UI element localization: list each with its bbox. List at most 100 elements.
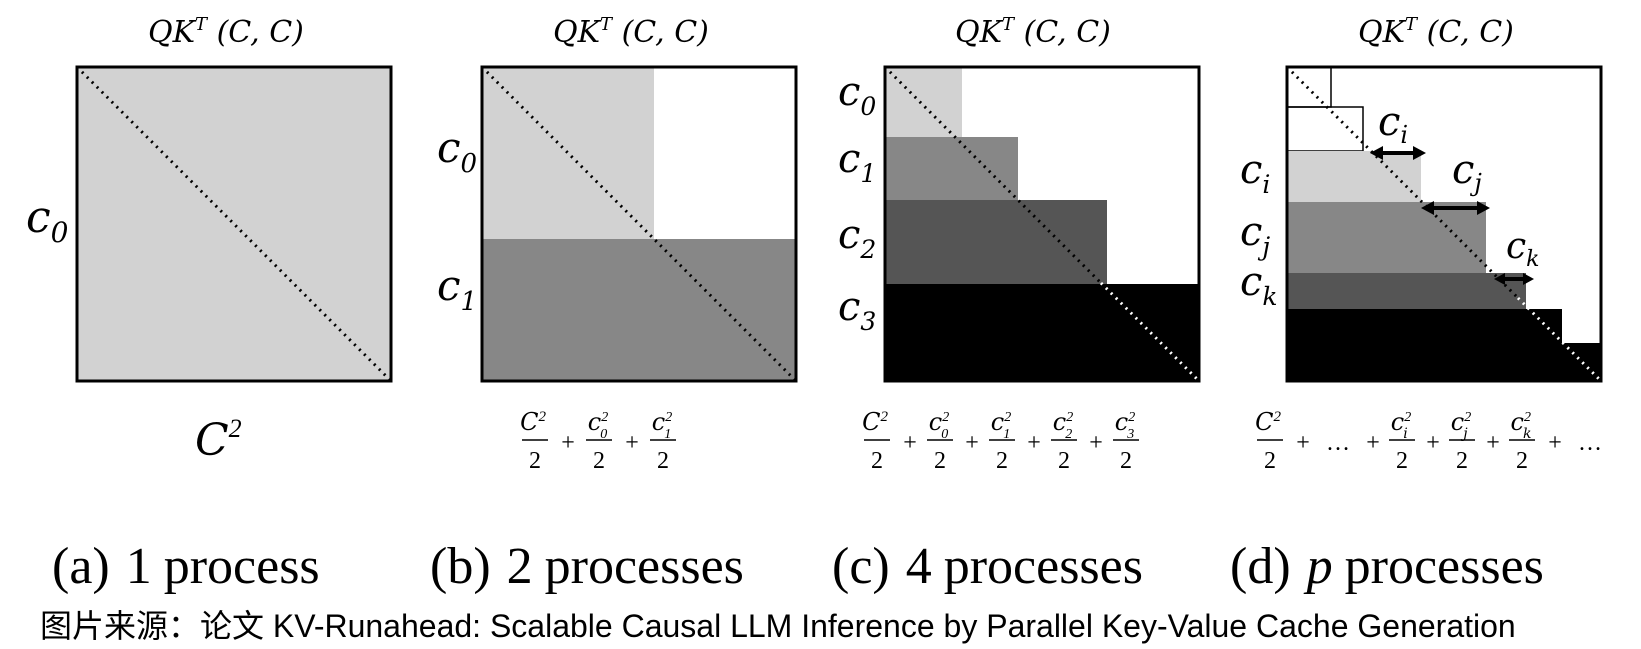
row-label-c0: c0 bbox=[838, 69, 876, 121]
svg-text:+: + bbox=[1027, 430, 1041, 456]
row-label-ci: ci bbox=[1240, 147, 1270, 199]
panel-a-matrix bbox=[75, 65, 393, 383]
bottom-label-C2: C2 bbox=[195, 414, 242, 466]
arrow-label-cj: cj bbox=[1452, 147, 1482, 197]
svg-text:c22: c2 2 bbox=[1053, 408, 1073, 442]
svg-text:2: 2 bbox=[934, 448, 946, 474]
matrix-border bbox=[480, 65, 798, 383]
svg-text:c20: c2 0 bbox=[929, 408, 949, 442]
panel-b-title: QKT (C, C) bbox=[553, 14, 709, 50]
svg-text:c21: c2 1 bbox=[991, 408, 1011, 442]
block-ci bbox=[1287, 151, 1421, 202]
fraction-cksq-over-2: c2 k 2 bbox=[1509, 408, 1535, 474]
svg-text:+: + bbox=[1426, 430, 1440, 456]
row-label-c2: c2 bbox=[838, 212, 876, 264]
svg-text:2: 2 bbox=[529, 448, 541, 474]
panel-c-matrix bbox=[883, 65, 1201, 383]
svg-text:2: 2 bbox=[1264, 448, 1276, 474]
row-label-c1: c1 bbox=[838, 136, 876, 188]
matrix-border bbox=[1285, 65, 1603, 383]
arrow-cj bbox=[1421, 201, 1490, 215]
causal-diagonal-upper bbox=[883, 65, 1103, 285]
fraction-cjsq-over-2: c2 j 2 bbox=[1449, 408, 1475, 474]
fraction-c1sq-over-2: c2 1 2 bbox=[650, 408, 676, 474]
svg-text:2: 2 bbox=[1396, 448, 1408, 474]
svg-text:QKT (C, C): QKT (C, C) bbox=[955, 14, 1111, 50]
block-cj bbox=[1287, 202, 1486, 273]
svg-text:2: 2 bbox=[1456, 448, 1468, 474]
svg-text:QKT (C, C): QKT (C, C) bbox=[553, 14, 709, 50]
block-ck bbox=[1287, 273, 1526, 309]
matrix-border bbox=[75, 65, 393, 383]
svg-text:c2i: c2 i bbox=[1391, 408, 1411, 442]
fraction-c3sq-over-2: c2 3 2 bbox=[1113, 408, 1139, 474]
block-c3 bbox=[885, 284, 1199, 381]
svg-text:2: 2 bbox=[1516, 448, 1528, 474]
svg-text:C2: C2 bbox=[1255, 408, 1281, 436]
svg-text:…: … bbox=[1326, 430, 1350, 456]
svg-text:+: + bbox=[903, 430, 917, 456]
panel-c-formula: C2 2 + c2 0 2 + c2 1 2 + c2 2 2 + c2 3 2 bbox=[862, 408, 1139, 474]
svg-text:+: + bbox=[1089, 430, 1103, 456]
svg-text:2: 2 bbox=[1058, 448, 1070, 474]
block-rest-2 bbox=[1287, 343, 1601, 381]
block-c0 bbox=[77, 67, 391, 381]
source-line: 图片来源：论文 KV-Runahead: Scalable Causal LLM… bbox=[40, 608, 1516, 644]
svg-text:c23: c2 3 bbox=[1115, 408, 1135, 442]
row-label-cj: cj bbox=[1240, 209, 1270, 261]
panel-b-formula: C2 2 + c2 0 2 + c2 1 2 bbox=[520, 408, 676, 474]
panel-c-title: QKT (C, C) bbox=[955, 14, 1111, 50]
panel-d-matrix bbox=[1285, 65, 1603, 383]
panel-d-formula: C2 2 + … + c2 i 2 + c2 j 2 + c2 k 2 + … bbox=[1255, 408, 1602, 474]
arrow-ck bbox=[1494, 273, 1534, 285]
fraction-C2-over-2: C2 2 bbox=[1255, 408, 1283, 474]
arrow-ci bbox=[1370, 146, 1426, 160]
caption-b: (b) 2 processes bbox=[430, 538, 744, 595]
row-label-c0: c0 bbox=[437, 123, 477, 179]
fraction-c2sq-over-2: c2 2 2 bbox=[1051, 408, 1077, 474]
svg-text:QKT (C, C): QKT (C, C) bbox=[148, 14, 304, 50]
row-label-c1: c1 bbox=[437, 261, 477, 317]
svg-text:+: + bbox=[561, 430, 575, 456]
svg-text:+: + bbox=[1366, 430, 1380, 456]
block-c2 bbox=[885, 200, 1107, 284]
row-label-ck: ck bbox=[1240, 259, 1278, 311]
svg-text:+: + bbox=[1486, 430, 1500, 456]
svg-text:+: + bbox=[965, 430, 979, 456]
fraction-cisq-over-2: c2 i 2 bbox=[1389, 408, 1415, 474]
row-label-c0: c0 bbox=[26, 192, 68, 249]
svg-text:2: 2 bbox=[996, 448, 1008, 474]
fraction-c0sq-over-2: c2 0 2 bbox=[927, 408, 953, 474]
fraction-c1sq-over-2: c2 1 2 bbox=[989, 408, 1015, 474]
svg-text:+: + bbox=[1296, 430, 1310, 456]
fraction-C2-over-2: C2 2 bbox=[862, 408, 890, 474]
svg-text:+: + bbox=[1548, 430, 1562, 456]
svg-text:2: 2 bbox=[1120, 448, 1132, 474]
block-rest-1 bbox=[1287, 309, 1562, 343]
svg-text:2: 2 bbox=[871, 448, 883, 474]
arrow-label-ck: ck bbox=[1506, 226, 1540, 272]
row-label-c3: c3 bbox=[838, 284, 876, 336]
chunk-width-arrows bbox=[1370, 146, 1534, 285]
panel-d-title: QKT (C, C) bbox=[1358, 14, 1514, 50]
block-c0 bbox=[885, 67, 962, 137]
svg-text:C2: C2 bbox=[862, 408, 888, 436]
panel-b-matrix bbox=[480, 65, 798, 383]
svg-text:c20: c2 0 bbox=[588, 408, 608, 442]
block-c1 bbox=[482, 239, 796, 381]
matrix-border bbox=[883, 65, 1201, 383]
svg-text:c2k: c2 k bbox=[1511, 408, 1532, 442]
svg-text:c21: c2 1 bbox=[652, 408, 672, 442]
panel-a-title: QKT (C, C) bbox=[148, 14, 304, 50]
svg-text:+: + bbox=[625, 430, 639, 456]
fraction-c0sq-over-2: c2 0 2 bbox=[586, 408, 612, 474]
caption-a: (a) 1 process bbox=[52, 538, 320, 595]
caption-c: (c) 4 processes bbox=[832, 538, 1143, 595]
arrow-label-ci: ci bbox=[1378, 99, 1408, 149]
block-c0 bbox=[482, 67, 654, 239]
block-c1 bbox=[885, 137, 1018, 200]
svg-text:2: 2 bbox=[593, 448, 605, 474]
svg-text:QKT (C, C): QKT (C, C) bbox=[1358, 14, 1514, 50]
svg-text:…: … bbox=[1578, 430, 1602, 456]
